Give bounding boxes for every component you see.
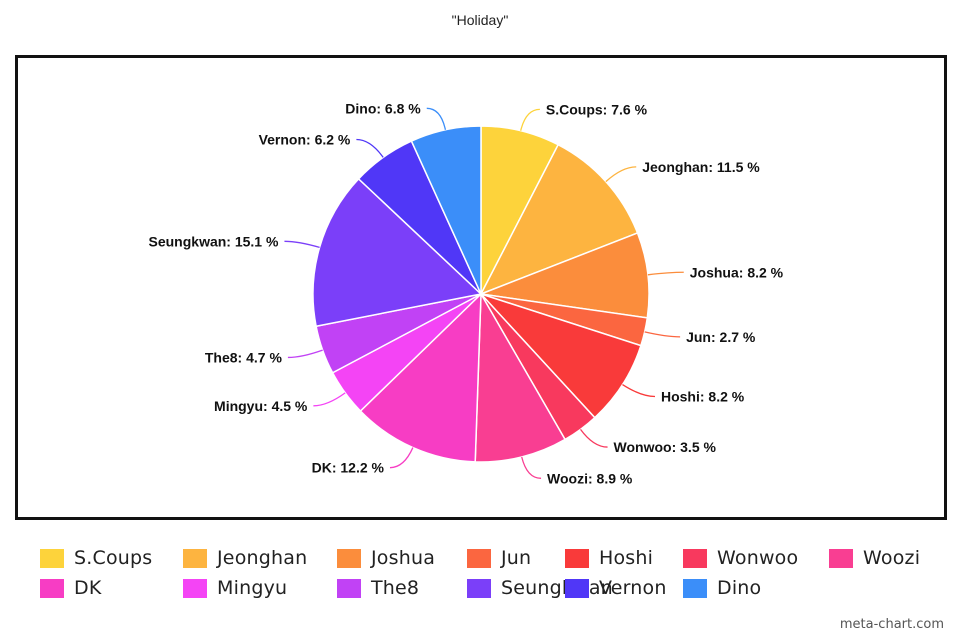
slice-label-joshua: Joshua: 8.2 % — [690, 264, 784, 280]
legend-swatch — [337, 548, 361, 568]
leader-line-wonwoo — [579, 428, 608, 448]
legend-label: DK — [74, 577, 102, 599]
slice-label-wonwoo: Wonwoo: 3.5 % — [614, 439, 717, 455]
legend-item-the8[interactable]: The8 — [337, 576, 419, 600]
leader-line-the8 — [287, 349, 323, 359]
legend-label: Woozi — [863, 547, 921, 569]
legend-item-hoshi[interactable]: Hoshi — [565, 546, 653, 570]
slice-label-vernon: Vernon: 6.2 % — [259, 132, 351, 148]
legend-swatch — [829, 548, 853, 568]
legend-swatch — [183, 548, 207, 568]
legend-label: Vernon — [599, 577, 667, 599]
legend-label: Jeonghan — [217, 547, 308, 569]
legend-swatch — [683, 578, 707, 598]
legend-swatch — [683, 548, 707, 568]
legend-swatch — [467, 578, 491, 598]
pie-slice-woozi — [474, 291, 567, 463]
legend-label: Mingyu — [217, 577, 288, 599]
legend-item-wonwoo[interactable]: Wonwoo — [683, 546, 798, 570]
slice-label-jeonghan: Jeonghan: 11.5 % — [642, 159, 760, 175]
legend-item-dino[interactable]: Dino — [683, 576, 761, 600]
legend-item-jun[interactable]: Jun — [467, 546, 531, 570]
legend-swatch — [40, 548, 64, 568]
legend-item-jeonghan[interactable]: Jeonghan — [183, 546, 307, 570]
slice-label-dino: Dino: 6.8 % — [345, 100, 421, 116]
legend-label: Hoshi — [599, 547, 654, 569]
legend-label: Wonwoo — [717, 547, 799, 569]
legend-item-s-coups[interactable]: S.Coups — [40, 546, 152, 570]
pie-slice-dino — [410, 125, 482, 295]
legend-swatch — [565, 548, 589, 568]
leader-line-hoshi — [622, 384, 656, 398]
legend-swatch — [337, 578, 361, 598]
pie-slice-seungkwan — [312, 177, 483, 328]
legend-swatch — [565, 578, 589, 598]
slice-label-seungkwan: Seungkwan: 15.1 % — [149, 233, 279, 249]
leader-line-seungkwan — [284, 240, 320, 249]
slice-label-jun: Jun: 2.7 % — [686, 329, 756, 345]
pie-slice-joshua — [478, 231, 650, 319]
pie-slice-hoshi — [478, 292, 642, 419]
legend-swatch — [40, 578, 64, 598]
leader-line-s-coups — [520, 108, 540, 131]
leader-line-dk — [389, 447, 414, 469]
slice-label-mingyu: Mingyu: 4.5 % — [214, 398, 308, 414]
leader-line-dino — [426, 107, 447, 130]
legend-label: S.Coups — [74, 547, 153, 569]
watermark: meta-chart.com — [839, 617, 944, 632]
pie-chart: S.Coups: 7.6 % Jeonghan: 11.5 % Joshua: 8.… — [149, 100, 784, 486]
leader-line-jun — [644, 331, 681, 338]
slice-label-hoshi: Hoshi: 8.2 % — [661, 388, 745, 404]
legend-label: Joshua — [371, 547, 436, 569]
legend-item-mingyu[interactable]: Mingyu — [183, 576, 287, 600]
chart-title: "Holiday" — [451, 12, 509, 28]
legend-swatch — [467, 548, 491, 568]
leader-line-vernon — [356, 138, 384, 158]
leader-line-mingyu — [313, 392, 346, 407]
chart-frame: S.Coups: 7.6 % Jeonghan: 11.5 % Joshua: 8.… — [15, 55, 947, 520]
leader-line-joshua — [647, 271, 684, 276]
legend-item-woozi[interactable]: Woozi — [829, 546, 920, 570]
legend-label: Jun — [501, 547, 532, 569]
legend-item-dk[interactable]: DK — [40, 576, 102, 600]
legend-item-vernon[interactable]: Vernon — [565, 576, 667, 600]
slice-label-the8: The8: 4.7 % — [205, 349, 283, 365]
legend-label: The8 — [371, 577, 420, 599]
leader-line-jeonghan — [605, 166, 637, 183]
slice-label-dk: DK: 12.2 % — [312, 460, 385, 476]
legend-item-joshua[interactable]: Joshua — [337, 546, 435, 570]
slice-label-s-coups: S.Coups: 7.6 % — [546, 101, 648, 117]
legend-label: Dino — [717, 577, 762, 599]
slice-label-woozi: Woozi: 8.9 % — [547, 470, 633, 486]
leader-line-woozi — [521, 456, 542, 479]
legend-swatch — [183, 578, 207, 598]
